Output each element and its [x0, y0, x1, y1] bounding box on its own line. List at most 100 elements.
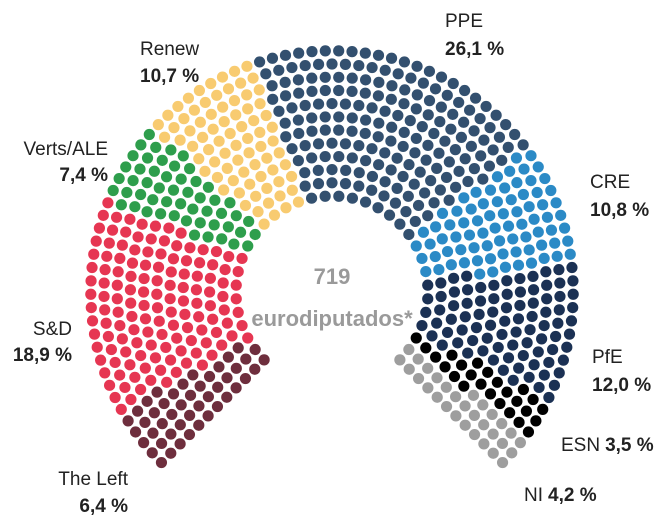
- seat: [496, 154, 508, 166]
- seat: [516, 218, 528, 230]
- seat: [509, 128, 521, 141]
- seat: [202, 231, 214, 243]
- seat: [116, 333, 128, 345]
- seat: [501, 386, 513, 398]
- seat: [543, 356, 555, 369]
- seat: [445, 313, 457, 325]
- seat: [461, 297, 473, 309]
- seat: [477, 173, 489, 185]
- seat: [292, 74, 304, 86]
- seat: [226, 330, 238, 342]
- seat: [319, 124, 331, 136]
- seat: [124, 213, 136, 225]
- seat: [184, 409, 196, 421]
- seat: [558, 222, 571, 234]
- seat: [488, 279, 500, 291]
- seat: [167, 388, 180, 400]
- seat: [433, 263, 445, 276]
- seat: [478, 419, 490, 431]
- seat: [193, 419, 205, 431]
- seat: [436, 339, 448, 351]
- seat: [543, 391, 555, 404]
- seat: [306, 125, 318, 137]
- seat: [527, 270, 539, 283]
- seat: [183, 428, 196, 441]
- seat: [420, 306, 432, 319]
- seat: [135, 139, 147, 151]
- seat: [500, 302, 513, 314]
- seat: [532, 161, 544, 173]
- party-value: 4,2 %: [548, 485, 597, 506]
- seat: [210, 245, 223, 258]
- seat: [241, 89, 253, 101]
- party-value: 12,0 %: [592, 375, 651, 396]
- seat: [487, 144, 499, 156]
- seat: [379, 64, 391, 76]
- seat: [378, 190, 390, 202]
- seat: [398, 98, 410, 110]
- seat: [504, 165, 516, 177]
- seat: [475, 281, 487, 294]
- seat: [540, 306, 552, 318]
- seat: [403, 363, 415, 375]
- seat: [179, 308, 191, 320]
- seat: [435, 101, 447, 113]
- seat: [359, 196, 372, 208]
- seat: [531, 186, 543, 199]
- seat: [475, 150, 487, 162]
- seat: [536, 239, 548, 251]
- seat: [262, 197, 275, 209]
- seat: [524, 324, 536, 336]
- seat: [135, 349, 147, 362]
- seat: [126, 310, 138, 323]
- seat: [429, 83, 442, 95]
- seat: [517, 383, 529, 396]
- seat: [182, 92, 195, 104]
- seat: [430, 221, 442, 233]
- seat: [204, 272, 216, 284]
- seat: [511, 206, 523, 218]
- seat: [459, 400, 471, 412]
- seat: [161, 376, 173, 388]
- seat: [261, 182, 273, 194]
- seat: [536, 333, 548, 345]
- seat: [445, 123, 457, 135]
- seat: [548, 379, 561, 391]
- seat: [346, 72, 358, 84]
- seat: [249, 228, 261, 241]
- seat: [190, 284, 203, 296]
- seat: [448, 272, 460, 284]
- seat: [196, 359, 208, 371]
- seat: [129, 244, 141, 256]
- seat: [497, 364, 509, 376]
- seat: [452, 337, 464, 349]
- party-name: S&D: [33, 319, 72, 340]
- seat: [217, 277, 229, 289]
- seat: [459, 84, 471, 97]
- seat: [564, 248, 576, 260]
- seat: [258, 218, 270, 230]
- seat: [379, 105, 391, 117]
- seat: [514, 437, 526, 449]
- seat: [216, 233, 228, 245]
- seat: [146, 447, 158, 459]
- seat: [196, 324, 208, 336]
- seat: [204, 300, 216, 312]
- seat: [221, 391, 233, 403]
- seat: [238, 166, 250, 178]
- seat: [477, 198, 489, 210]
- seat: [520, 231, 532, 243]
- seat: [514, 272, 526, 285]
- seat: [505, 427, 517, 439]
- seat: [125, 393, 137, 406]
- seat: [115, 403, 127, 415]
- seat: [151, 288, 163, 300]
- seat: [299, 99, 311, 112]
- seat: [88, 328, 101, 340]
- seat: [497, 208, 509, 220]
- seat: [228, 238, 240, 250]
- seat: [491, 171, 504, 183]
- seat: [119, 381, 131, 394]
- seat: [266, 52, 279, 64]
- seat: [142, 326, 154, 338]
